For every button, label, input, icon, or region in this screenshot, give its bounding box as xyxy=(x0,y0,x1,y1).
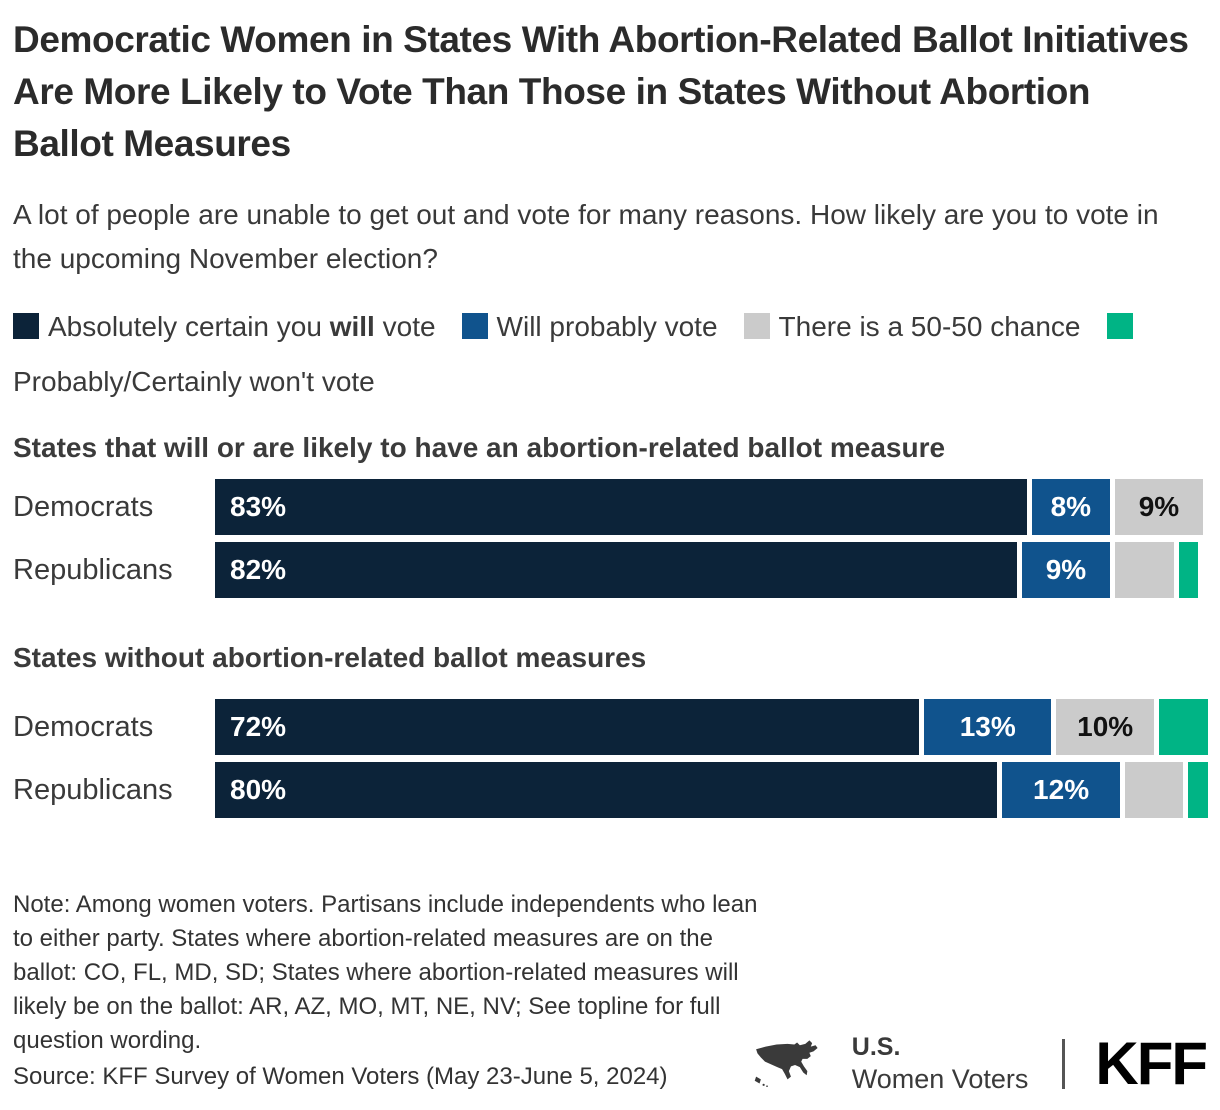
bar-group-without-ballot-measure: Democrats 72% 13% 10% Republicans 80% 12% xyxy=(13,699,1208,825)
bar-segment xyxy=(1188,762,1208,818)
bar-segment xyxy=(1159,699,1208,755)
program-name-bottom: Women Voters xyxy=(851,1063,1029,1094)
bar-group-with-ballot-measure: Democrats 83% 8% 9% Republicans 82% 9% xyxy=(13,479,1203,605)
legend-swatch-wont-vote-icon xyxy=(1106,313,1133,339)
bar-segment xyxy=(1124,762,1184,818)
legend-swatch-will-probably-vote-icon xyxy=(461,313,488,339)
legend-swatch-certain-will-vote-icon xyxy=(13,313,39,339)
bar-track: 82% 9% xyxy=(215,542,1199,598)
bar-segment-label: 9% xyxy=(1138,491,1180,522)
source-text: Source: KFF Survey of Women Voters (May … xyxy=(13,1063,668,1090)
bar-track: 80% 12% xyxy=(215,762,1208,818)
bar-segment: 80% xyxy=(215,762,998,818)
legend-label-bold: will xyxy=(329,311,375,342)
bar-segment-label: 82% xyxy=(230,554,287,585)
legend: Absolutely certain you will vote Will pro… xyxy=(13,300,1163,410)
legend-item-wont-vote: Probably/Certainly won't vote xyxy=(13,311,1142,397)
bar-segment: 8% xyxy=(1031,479,1110,535)
bar-track: 83% 8% 9% xyxy=(215,479,1203,535)
bar-segment-label: 8% xyxy=(1050,491,1092,522)
program-name: U.S. Women Voters xyxy=(852,1032,1029,1095)
row-label: Republicans xyxy=(13,773,173,806)
bar-segment: 13% xyxy=(924,699,1052,755)
footer-divider xyxy=(1062,1038,1066,1089)
group-title-with-ballot-measure: States that will or are likely to have a… xyxy=(13,432,946,463)
bar-segment: 10% xyxy=(1056,699,1155,755)
group-title-without-ballot-measure: States without abortion-related ballot m… xyxy=(13,642,647,673)
legend-label: Probably/Certainly won't vote xyxy=(13,365,375,397)
bar-row: Republicans 82% 9% xyxy=(13,542,1203,598)
bar-segment: 82% xyxy=(215,542,1017,598)
bar-segment xyxy=(1114,542,1174,598)
row-label: Democrats xyxy=(13,490,154,523)
bar-row: Democrats 72% 13% 10% xyxy=(13,699,1208,755)
bar-segment: 83% xyxy=(215,479,1027,535)
bar-row: Republicans 80% 12% xyxy=(13,762,1208,818)
bar-track: 72% 13% 10% xyxy=(215,699,1208,755)
bar-segment: 9% xyxy=(1021,542,1110,598)
row-label: Republicans xyxy=(13,553,173,586)
bar-segment: 12% xyxy=(1002,762,1120,818)
legend-swatch-50-50-chance-icon xyxy=(743,313,770,339)
bar-segment-label: 80% xyxy=(230,774,287,805)
bar-segment: 9% xyxy=(1114,479,1203,535)
legend-label: vote xyxy=(374,311,436,342)
footer-brand: U.S. Women Voters KFF xyxy=(752,1029,1208,1097)
bar-segment-label: 13% xyxy=(959,711,1016,742)
bar-segment-label: 12% xyxy=(1033,774,1090,805)
bar-row: Democrats 83% 8% 9% xyxy=(13,479,1203,535)
note-text: Note: Among women voters. Partisans incl… xyxy=(13,891,758,1055)
legend-item-50-50-chance: There is a 50-50 chance xyxy=(743,311,1081,342)
legend-label: Will probably vote xyxy=(496,311,718,342)
legend-item-certain-will-vote: Absolutely certain you will vote xyxy=(13,311,436,342)
legend-label: There is a 50-50 chance xyxy=(778,311,1081,342)
page-title: Democratic Women in States With Abortion… xyxy=(13,19,1189,164)
program-name-top: U.S. xyxy=(851,1033,901,1061)
us-map-icon xyxy=(754,1040,818,1087)
bar-segment xyxy=(1178,542,1199,598)
bar-segment: 72% xyxy=(215,699,920,755)
survey-question-text: A lot of people are unable to get out an… xyxy=(13,199,1159,274)
bar-segment-label: 72% xyxy=(230,711,287,742)
row-label: Democrats xyxy=(13,710,154,743)
bar-segment-label: 9% xyxy=(1045,554,1087,585)
kff-logo: KFF xyxy=(1095,1029,1208,1097)
bar-segment-label: 10% xyxy=(1077,711,1134,742)
bar-segment-label: 83% xyxy=(230,491,287,522)
legend-item-will-probably-vote: Will probably vote xyxy=(461,311,718,342)
legend-label: Absolutely certain you xyxy=(48,311,330,342)
